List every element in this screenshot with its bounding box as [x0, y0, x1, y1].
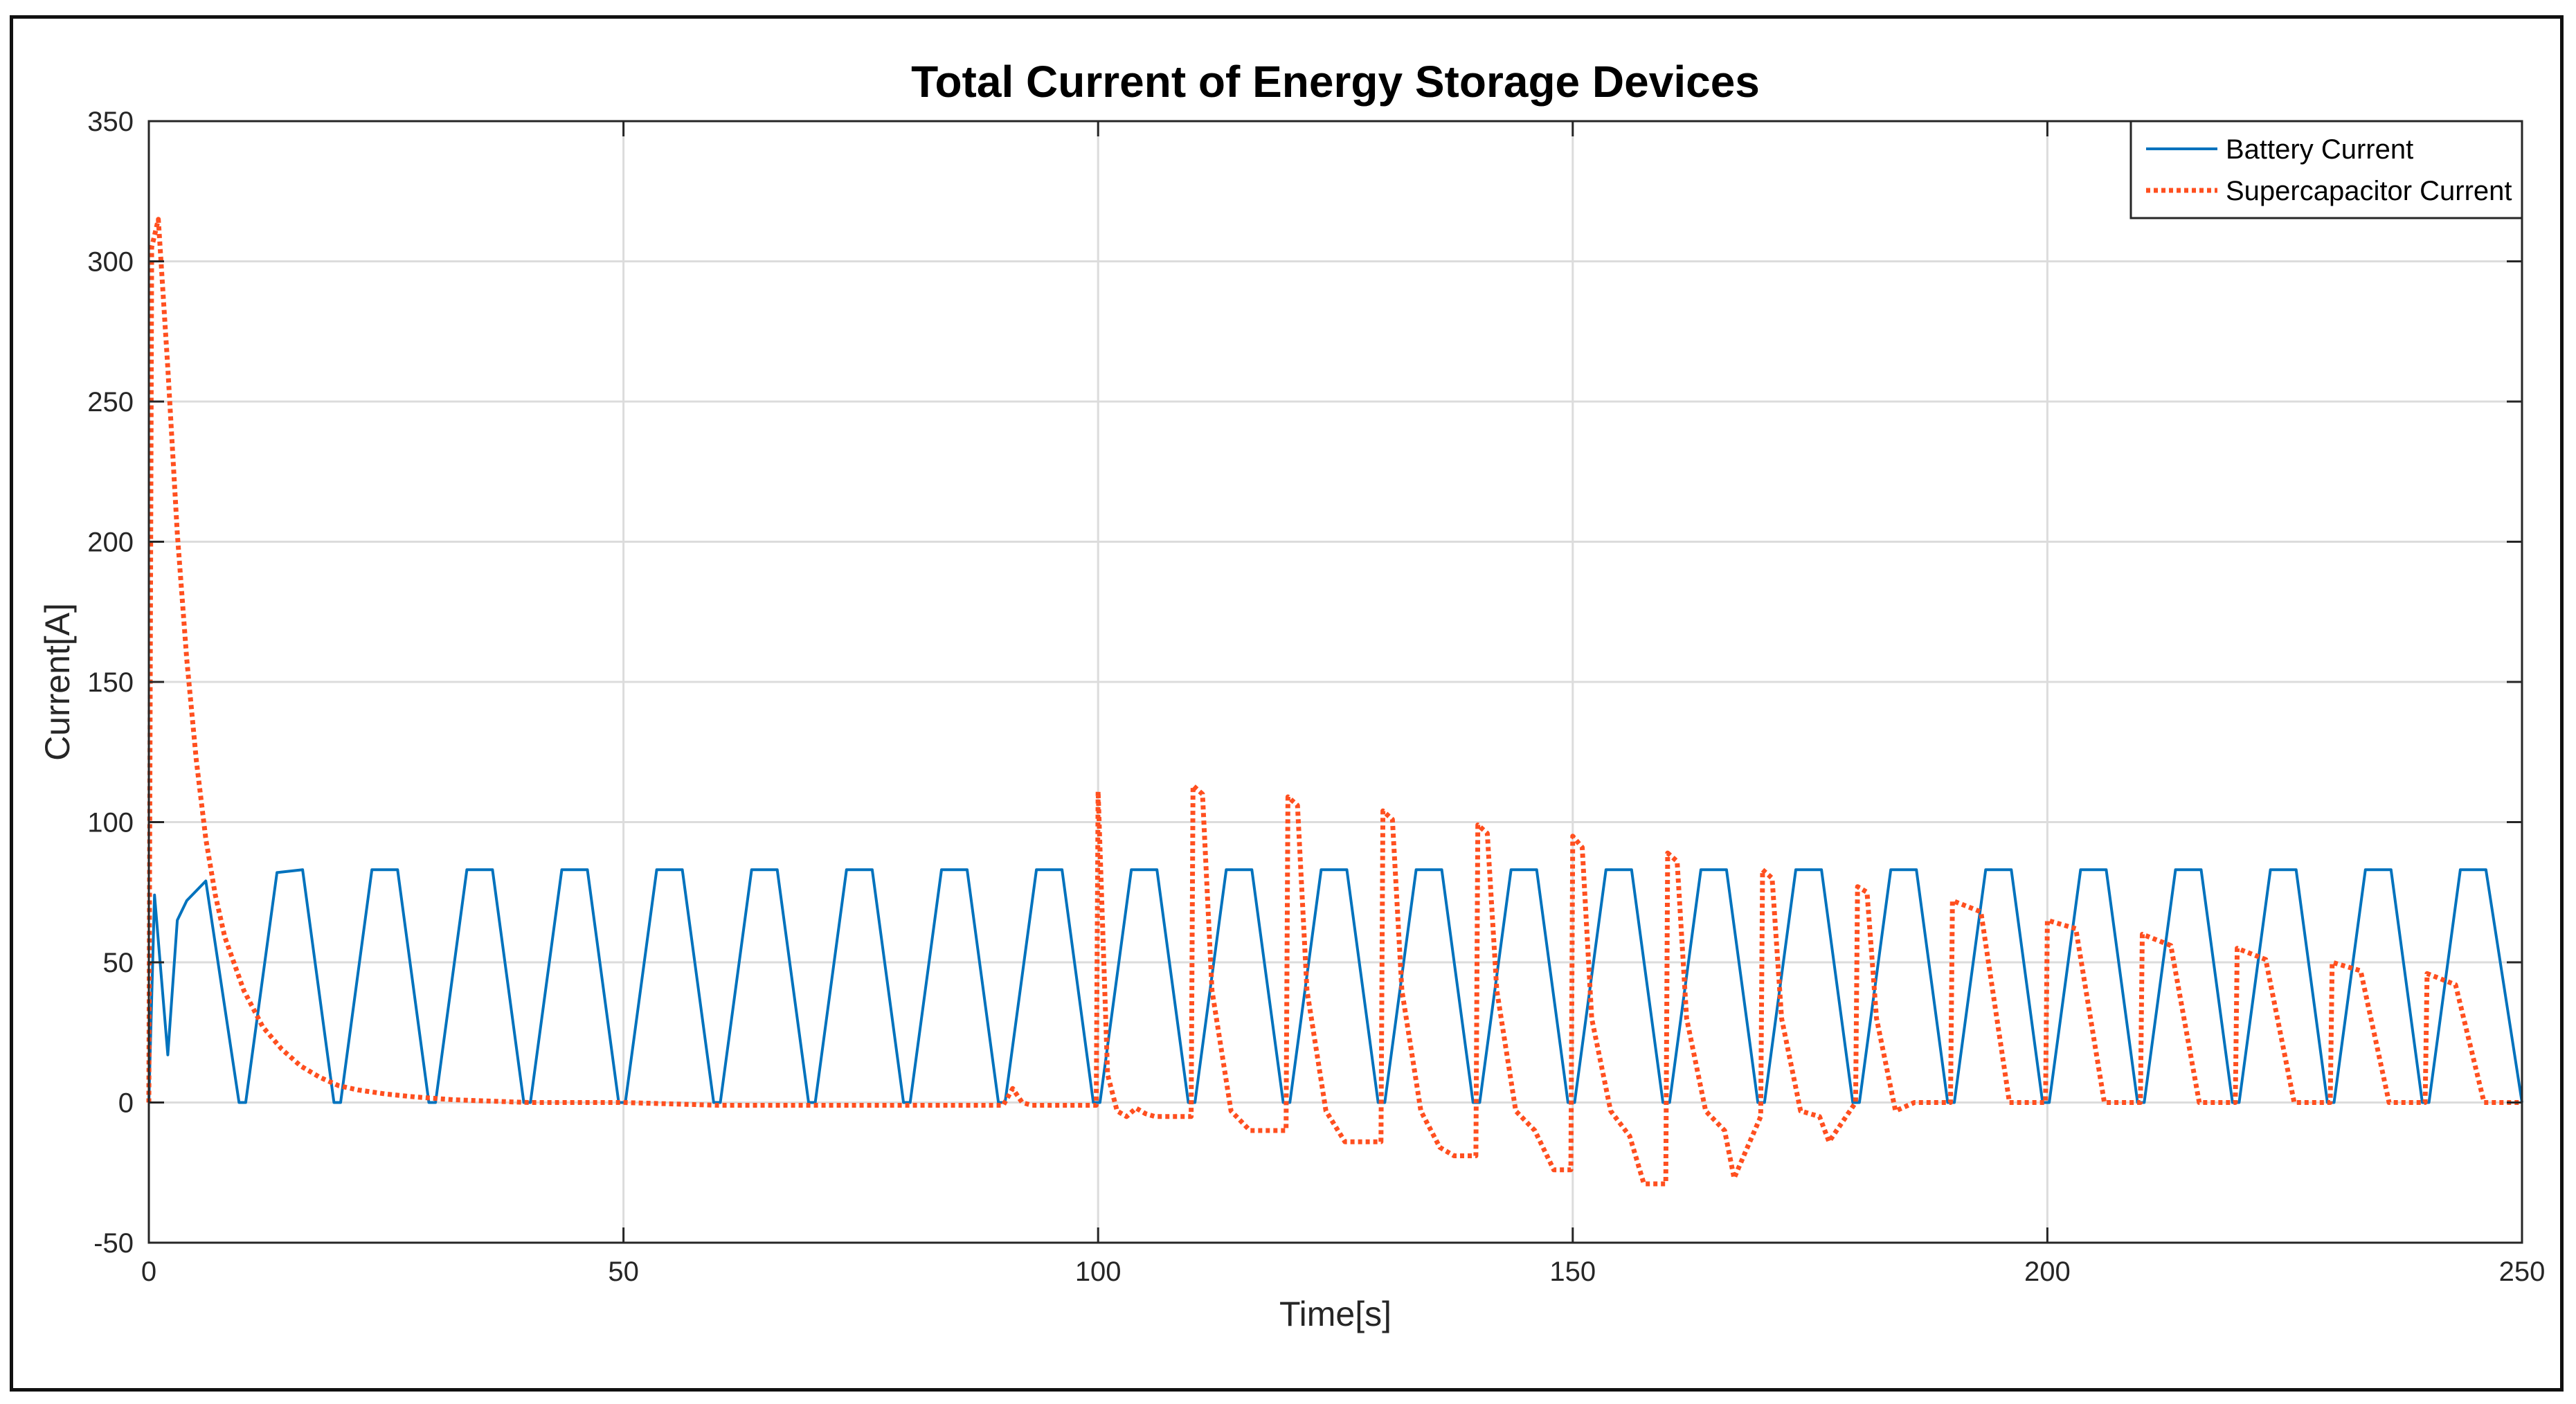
y-tick-label: 0 — [118, 1088, 134, 1119]
y-tick-label: 300 — [87, 247, 134, 278]
y-tick-label: 250 — [87, 387, 134, 417]
x-tick-label: 0 — [141, 1257, 156, 1287]
legend-label-battery: Battery Current — [2226, 134, 2413, 165]
y-tick-label: 200 — [87, 528, 134, 558]
chart-title: Total Current of Energy Storage Devices — [911, 57, 1760, 107]
y-tick-label: 350 — [87, 107, 134, 137]
y-tick-label: -50 — [93, 1228, 134, 1259]
battery-current-line — [147, 868, 2523, 1104]
x-tick-label: 150 — [1549, 1257, 1596, 1287]
y-tick-label: 50 — [103, 948, 134, 978]
legend-box — [2129, 120, 2523, 219]
y-axis-label: Current[A] — [38, 603, 77, 761]
x-tick-label: 200 — [2024, 1257, 2071, 1287]
supercapacitor-current-line — [146, 217, 2522, 1187]
y-tick-label: 150 — [87, 667, 134, 698]
x-axis-label: Time[s] — [1279, 1295, 1391, 1333]
legend-label-supercapacitor: Supercapacitor Current — [2226, 176, 2512, 206]
x-tick-label: 250 — [2499, 1257, 2546, 1287]
y-tick-label: 100 — [87, 808, 134, 838]
series-group — [146, 217, 2523, 1187]
legend: Battery Current Supercapacitor Current — [2129, 120, 2523, 219]
x-tick-label: 50 — [608, 1257, 639, 1287]
x-tick-label: 100 — [1075, 1257, 1122, 1287]
